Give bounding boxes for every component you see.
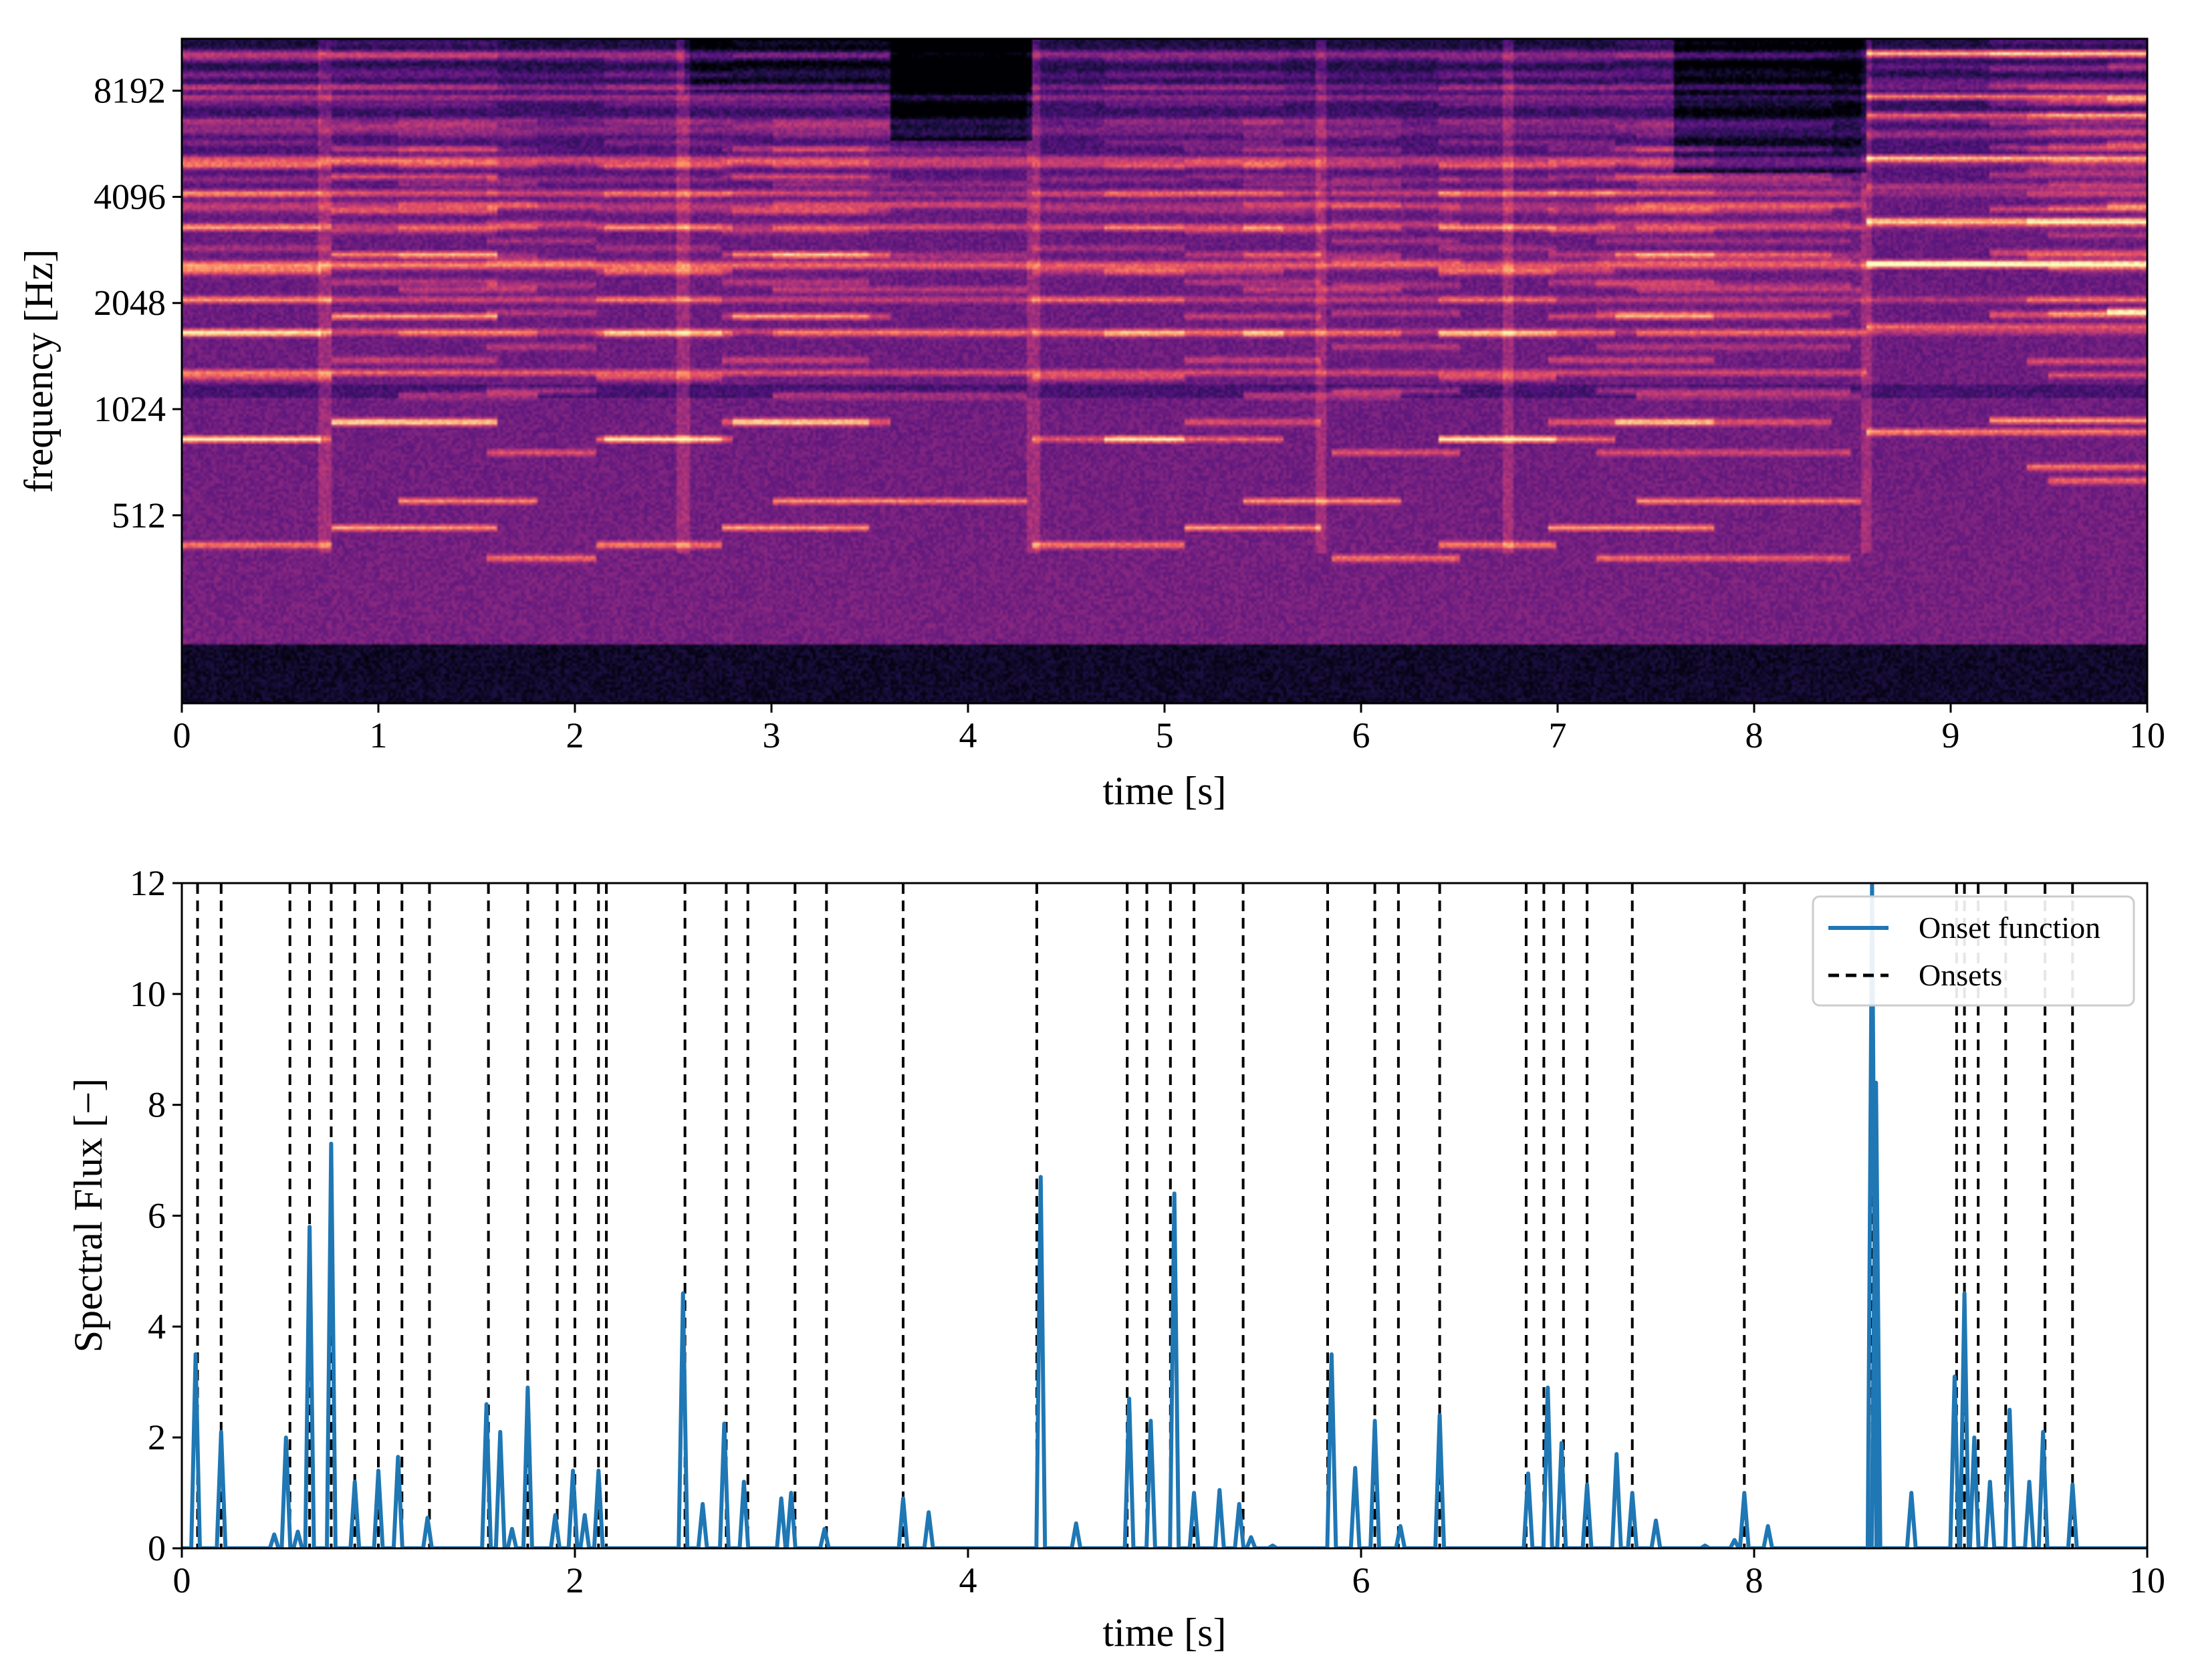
spectrogram-y-axis-title: frequency [Hz] (17, 249, 61, 493)
x-tick-label: 6 (1352, 1560, 1370, 1600)
x-tick-label: 5 (1156, 715, 1174, 755)
spectral-flux-x-axis-title: time [s] (1103, 1610, 1227, 1655)
x-tick-label: 7 (1549, 715, 1567, 755)
x-tick-label: 6 (1352, 715, 1370, 755)
x-tick-label: 3 (763, 715, 781, 755)
y-tick-label: 0 (148, 1528, 166, 1568)
x-tick-label: 9 (1942, 715, 1960, 755)
x-tick-label: 0 (173, 1560, 191, 1600)
x-tick-label: 10 (2129, 715, 2165, 755)
legend: Onset function Onsets (1812, 895, 2135, 1007)
spectrogram-x-axis: 0 1 2 3 4 5 6 7 8 9 10 (173, 703, 2165, 755)
y-tick-label: 512 (112, 495, 166, 535)
y-tick-label: 2048 (94, 283, 166, 323)
y-tick-label: 12 (130, 863, 166, 903)
y-tick-label: 2 (148, 1417, 166, 1457)
y-tick-label: 6 (148, 1196, 166, 1236)
x-tick-label: 1 (370, 715, 388, 755)
spectral-flux-y-axis: 0 2 4 6 8 10 12 (130, 863, 182, 1568)
spectral-flux-y-axis-title: Spectral Flux [−] (66, 1078, 110, 1352)
spectrogram-image (182, 39, 2147, 703)
spectral-flux-panel: 0 2 4 6 8 10 0 2 4 6 8 10 12 time [s] Spectral Flux… (66, 863, 2165, 1655)
spectrogram-x-axis-title: time [s] (1103, 769, 1227, 813)
spectrogram-panel: 0 1 2 3 4 5 6 7 8 9 10 512 1024 2048 4096 8192 time [s… (17, 37, 2165, 813)
legend-label-onset-function: Onset function (1919, 911, 2100, 945)
x-tick-label: 10 (2129, 1560, 2165, 1600)
legend-box (1812, 895, 2135, 1007)
x-tick-label: 2 (566, 1560, 584, 1600)
y-tick-label: 8192 (94, 71, 166, 111)
y-tick-label: 8 (148, 1085, 166, 1125)
x-tick-label: 2 (566, 715, 584, 755)
spectrogram-image-frame (182, 39, 2147, 703)
x-tick-label: 4 (959, 715, 977, 755)
x-tick-label: 0 (173, 715, 191, 755)
x-tick-label: 4 (959, 1560, 977, 1600)
x-tick-label: 8 (1745, 1560, 1764, 1600)
y-tick-label: 10 (130, 974, 166, 1014)
spectrogram-y-axis: 512 1024 2048 4096 8192 (94, 71, 182, 535)
onset-function-line (182, 883, 2147, 1548)
onset-lines (196, 883, 2074, 1548)
y-tick-label: 1024 (94, 389, 166, 429)
x-tick-label: 8 (1745, 715, 1764, 755)
y-tick-label: 4096 (94, 176, 166, 217)
y-tick-label: 4 (148, 1306, 166, 1346)
legend-label-onsets: Onsets (1919, 958, 2002, 992)
spectral-flux-x-axis: 0 2 4 6 8 10 (173, 1548, 2165, 1600)
